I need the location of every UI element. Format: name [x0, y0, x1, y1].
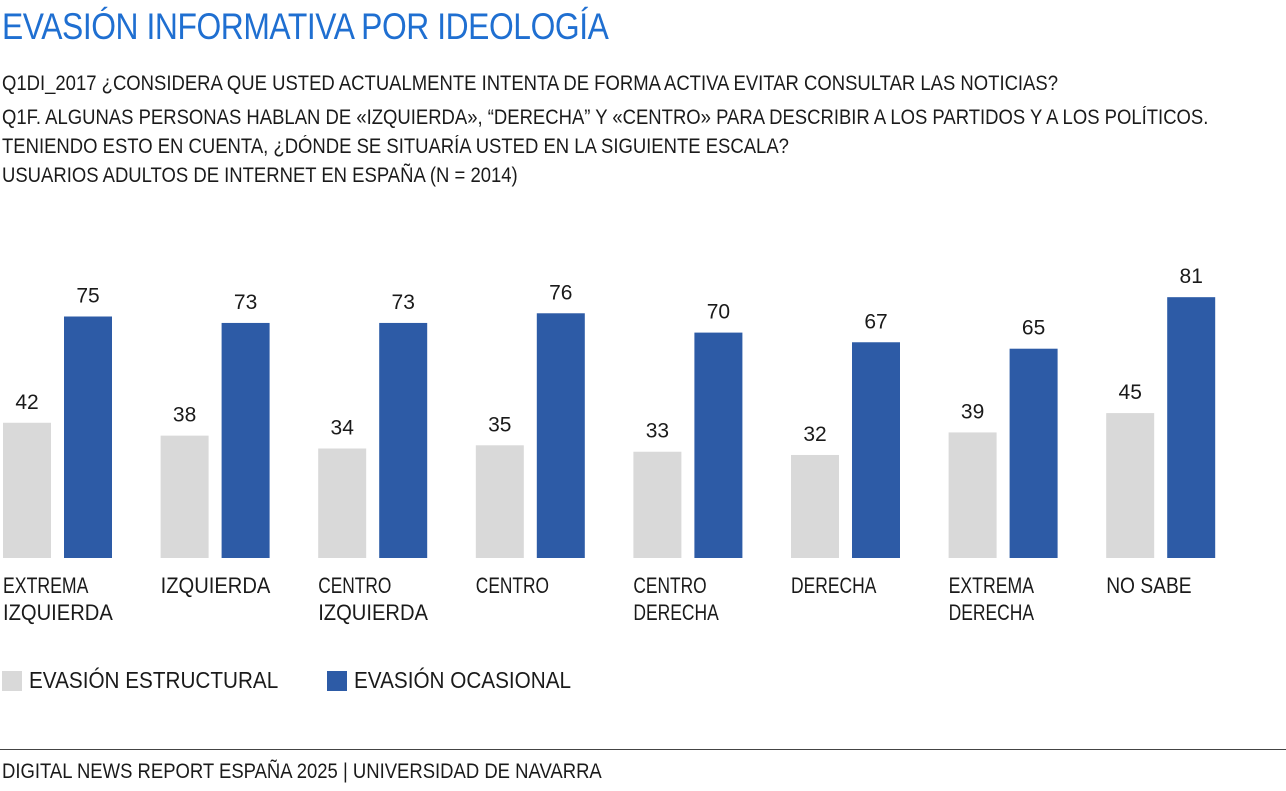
category-label-7-line-0: NO SABE: [1106, 573, 1191, 598]
category-label-6-line-1: DERECHA: [949, 600, 1035, 625]
category-label-1-line-0: IZQUIERDA: [161, 573, 271, 598]
data-label-occasional-7: 81: [1180, 265, 1203, 288]
category-label-2-line-0: CENTRO: [318, 573, 391, 598]
category-label-0-line-0: EXTREMA: [3, 573, 89, 598]
data-label-occasional-2: 73: [392, 291, 415, 314]
bar-chart: 4275EXTREMAIZQUIERDA3873IZQUIERDA3473CEN…: [3, 265, 1216, 625]
data-label-occasional-1: 73: [234, 291, 257, 314]
legend-label-occasional: EVASIÓN OCASIONAL: [354, 667, 572, 693]
legend-swatch-structural: [2, 671, 22, 691]
bar-occasional-2: [379, 322, 428, 558]
data-label-structural-6: 39: [961, 400, 984, 423]
bar-occasional-1: [221, 322, 270, 558]
data-label-structural-0: 42: [15, 391, 38, 414]
bar-structural-3: [475, 445, 524, 558]
bar-structural-6: [948, 432, 997, 558]
subtitle-line-4: USUARIOS ADULTOS DE INTERNET EN ESPAÑA (…: [2, 164, 518, 187]
category-label-2-line-1: IZQUIERDA: [318, 600, 428, 625]
bar-structural-2: [318, 448, 367, 558]
data-label-occasional-3: 76: [549, 281, 572, 304]
data-label-occasional-6: 65: [1022, 317, 1045, 340]
data-label-structural-2: 34: [331, 417, 355, 440]
data-label-structural-3: 35: [488, 413, 511, 436]
bar-occasional-4: [694, 332, 743, 558]
bar-structural-1: [160, 435, 209, 558]
data-label-structural-5: 32: [803, 423, 826, 446]
bar-occasional-3: [536, 313, 585, 558]
data-label-occasional-5: 67: [864, 310, 887, 333]
data-label-structural-1: 38: [173, 404, 196, 427]
bar-structural-4: [633, 451, 682, 558]
data-label-occasional-0: 75: [76, 285, 99, 308]
subtitle-line-3: TENIENDO ESTO EN CUENTA, ¿DÓNDE SE SITUA…: [2, 135, 789, 158]
data-label-structural-4: 33: [646, 420, 669, 443]
category-label-4-line-0: CENTRO: [633, 573, 706, 598]
category-label-4-line-1: DERECHA: [633, 600, 719, 625]
category-label-5-line-0: DERECHA: [791, 573, 877, 598]
data-label-occasional-4: 70: [707, 301, 730, 324]
bar-occasional-6: [1009, 348, 1058, 558]
legend-label-structural: EVASIÓN ESTRUCTURAL: [29, 667, 279, 693]
category-label-6-line-0: EXTREMA: [949, 573, 1035, 598]
category-label-3-line-0: CENTRO: [476, 573, 549, 598]
subtitle-line-1: Q1DI_2017 ¿CONSIDERA QUE USTED ACTUALMEN…: [2, 72, 1058, 95]
bar-occasional-0: [64, 316, 112, 558]
source-note: DIGITAL NEWS REPORT ESPAÑA 2025 | UNIVER…: [2, 760, 602, 783]
bar-structural-0: [3, 422, 51, 558]
footer-divider: [0, 749, 1286, 750]
chart-title: EVASIÓN INFORMATIVA POR IDEOLOGÍA: [2, 6, 609, 47]
data-label-structural-7: 45: [1119, 381, 1142, 404]
legend-swatch-occasional: [327, 671, 347, 691]
bar-structural-5: [791, 454, 839, 558]
bar-occasional-5: [852, 342, 900, 558]
bar-structural-7: [1106, 413, 1155, 558]
bar-occasional-7: [1167, 297, 1216, 558]
category-label-0-line-1: IZQUIERDA: [3, 600, 113, 625]
subtitle-line-2: Q1F. ALGUNAS PERSONAS HABLAN DE «IZQUIER…: [2, 106, 1209, 129]
